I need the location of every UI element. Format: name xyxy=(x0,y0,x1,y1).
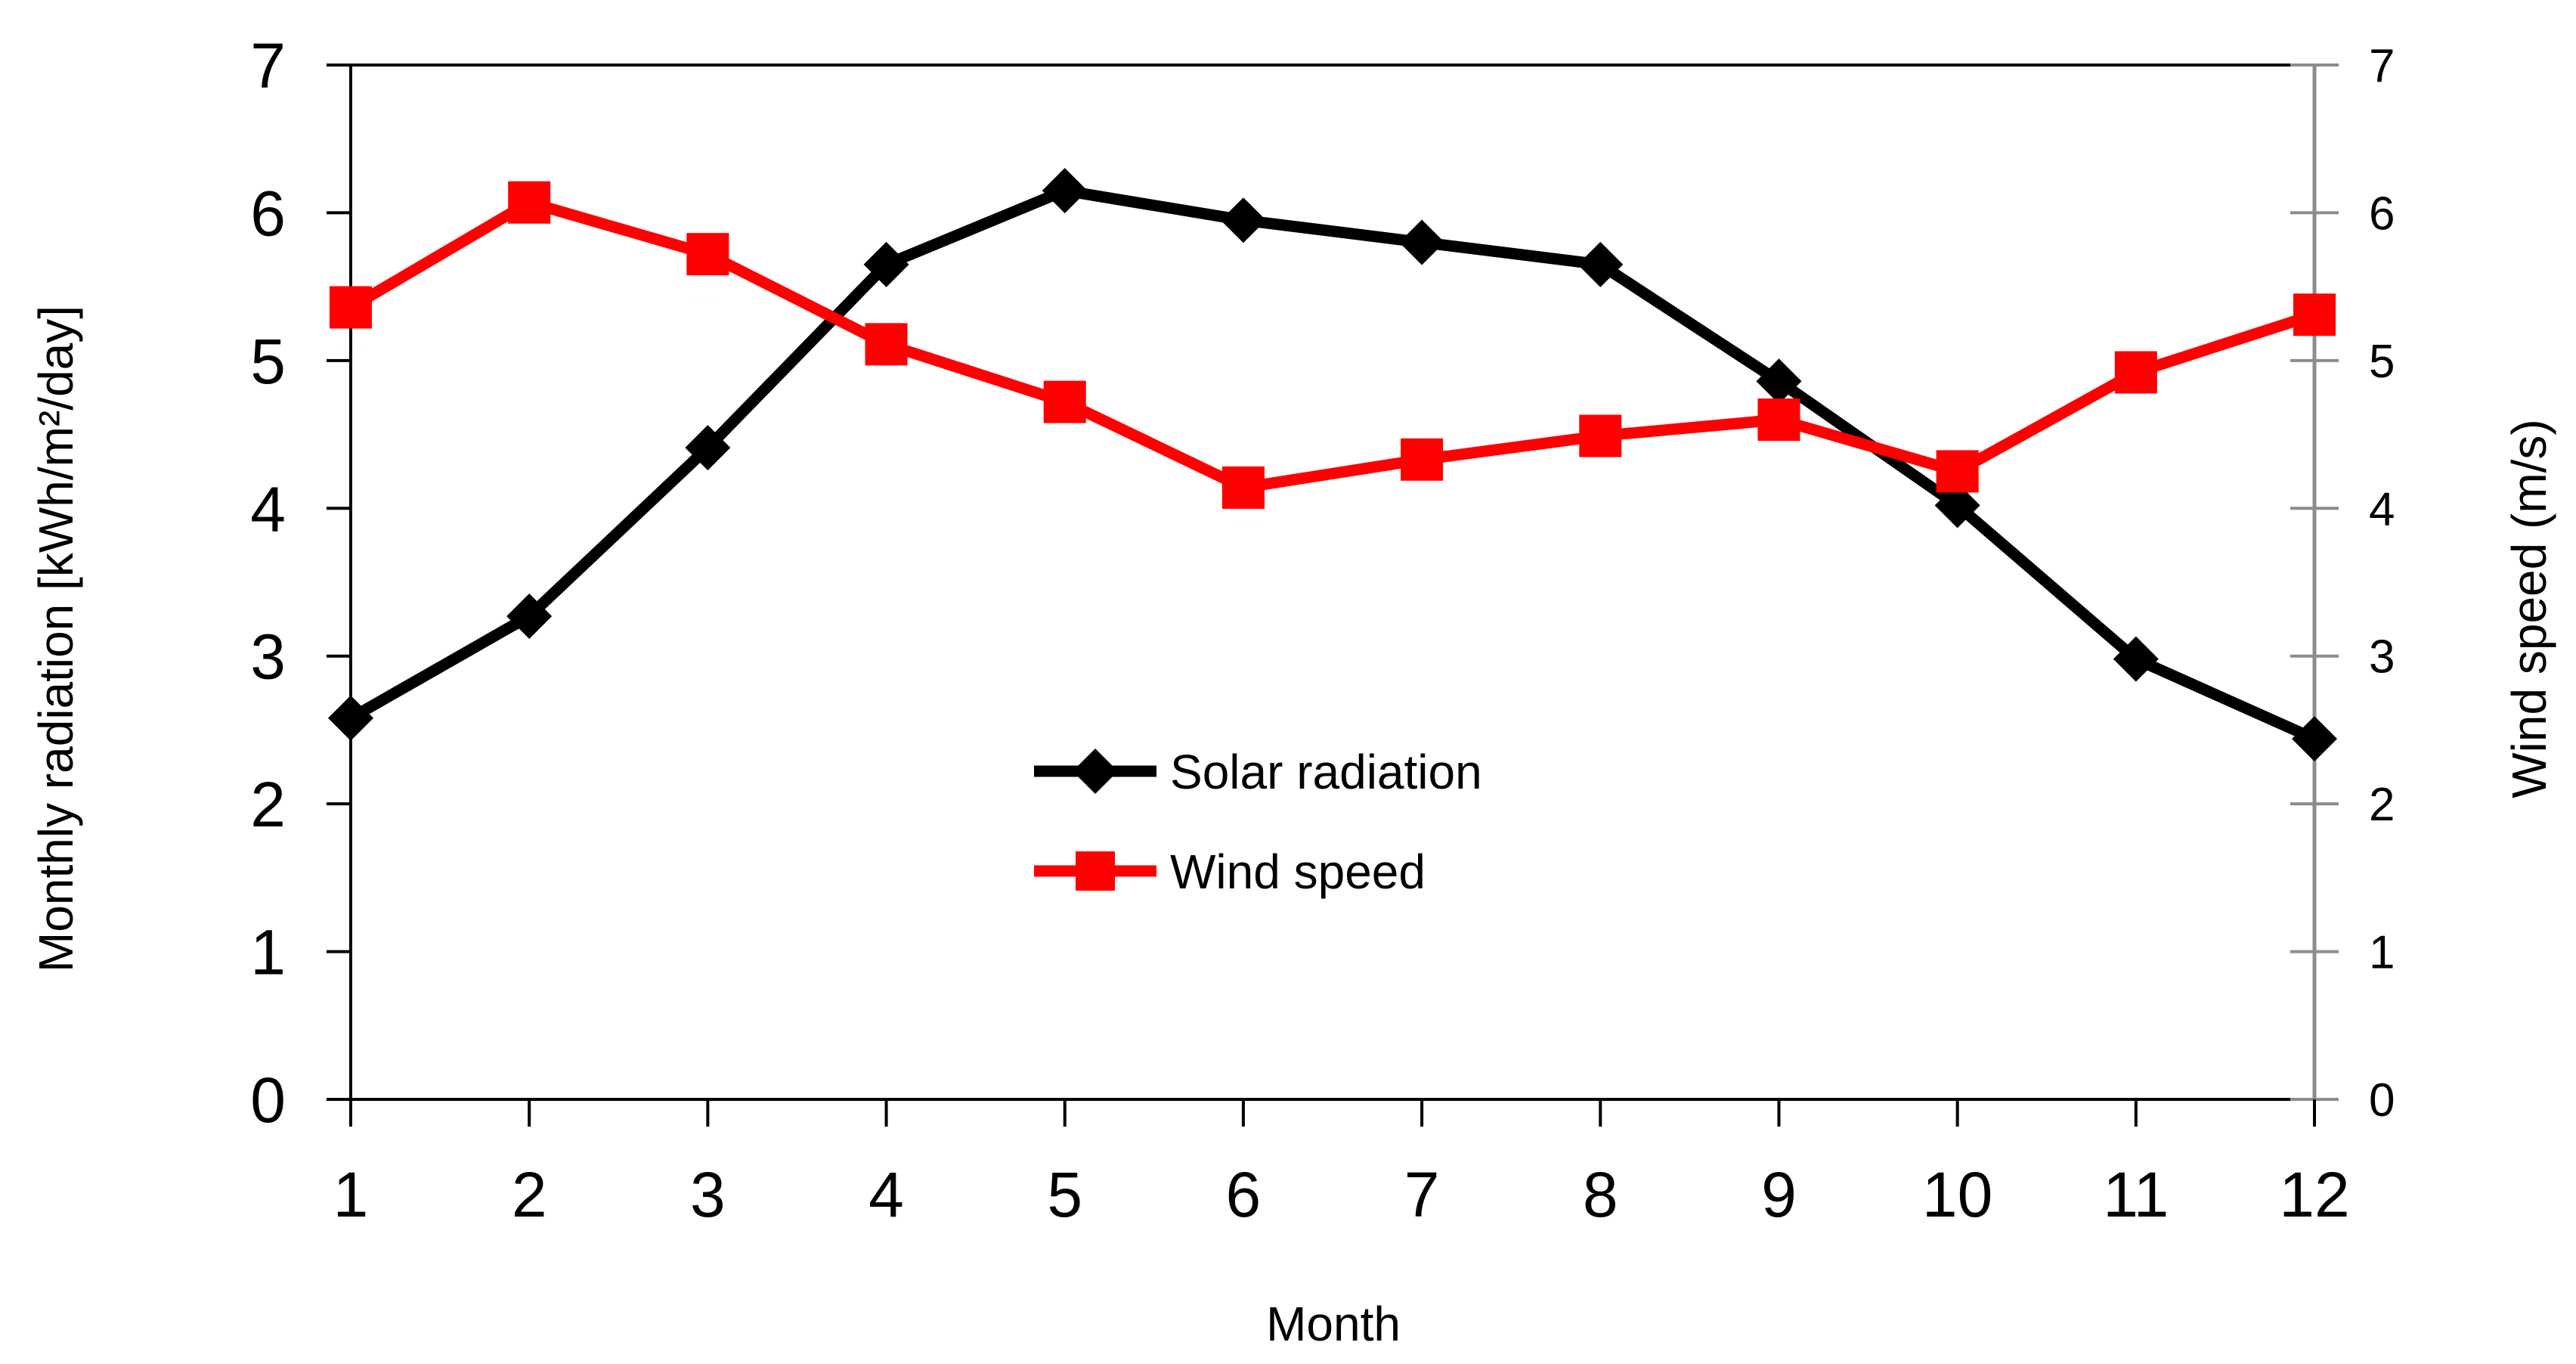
wind-speed-line xyxy=(348,197,2317,494)
right-axis-title: Wind speed (m/s) xyxy=(2502,419,2556,798)
left-tick-label: 3 xyxy=(250,622,286,693)
x-axis-title: Month xyxy=(1266,1297,1401,1351)
wind-speed-point xyxy=(1043,380,1086,423)
right-tick-label: 7 xyxy=(2369,40,2395,92)
x-tick-label: 6 xyxy=(1226,1159,1262,1230)
legend-wind-label: Wind speed xyxy=(1170,845,1426,899)
wind-speed-point xyxy=(2114,351,2157,394)
left-tick-label: 5 xyxy=(250,326,286,397)
legend: Solar radiation Wind speed xyxy=(1034,745,1482,899)
wind-speed-point xyxy=(1579,414,1622,457)
solar-radiation-line xyxy=(348,184,2317,745)
left-tick-label: 2 xyxy=(250,769,286,840)
x-tick-label: 8 xyxy=(1583,1159,1618,1230)
wind-speed-point xyxy=(2293,293,2336,336)
solar-radiation-point xyxy=(1042,168,1088,214)
solar-radiation-point xyxy=(506,593,553,639)
wind-speed-point xyxy=(330,286,372,329)
axes-group xyxy=(349,64,2317,1101)
series-markers xyxy=(328,168,2337,762)
right-tick-label: 2 xyxy=(2369,779,2395,831)
solar-radiation-point xyxy=(1577,241,1624,287)
left-tick-label: 6 xyxy=(250,178,286,249)
x-tick-label: 3 xyxy=(690,1159,726,1230)
right-tick-label: 4 xyxy=(2369,483,2395,535)
wind-speed-point xyxy=(1401,438,1444,481)
wind-speed-point xyxy=(686,233,729,276)
x-tick-label: 12 xyxy=(2279,1159,2349,1230)
solar-radiation-point xyxy=(1220,197,1266,243)
left-tick-label: 4 xyxy=(250,473,286,544)
right-tick-label: 0 xyxy=(2369,1074,2395,1127)
right-tick-label: 5 xyxy=(2369,336,2395,388)
right-tick-label: 1 xyxy=(2369,927,2395,979)
legend-wind-marker xyxy=(1076,851,1115,891)
wind-speed-point xyxy=(508,181,551,224)
x-tick-label: 5 xyxy=(1047,1159,1082,1230)
solar-radiation-point xyxy=(2292,716,2337,762)
x-axis-ticks: 1 2 3 4 5 6 7 8 9 10 11 12 xyxy=(333,1099,2350,1230)
right-axis-ticks: 0 1 2 3 4 5 6 7 xyxy=(2290,40,2395,1127)
right-tick-label: 3 xyxy=(2369,631,2395,684)
x-tick-label: 11 xyxy=(2103,1159,2169,1230)
left-axis-ticks: 0 1 2 3 4 5 6 7 xyxy=(250,30,351,1136)
x-tick-label: 9 xyxy=(1761,1159,1797,1230)
wind-speed-point xyxy=(865,323,908,366)
solar-radiation-point xyxy=(1399,219,1445,265)
left-tick-label: 0 xyxy=(250,1065,286,1136)
wind-speed-point xyxy=(1936,450,1979,493)
x-tick-label: 1 xyxy=(333,1159,369,1230)
series-lines xyxy=(348,184,2317,745)
right-tick-label: 6 xyxy=(2369,188,2395,240)
x-tick-label: 2 xyxy=(512,1159,547,1230)
solar-radiation-point xyxy=(1756,358,1802,405)
wind-speed-point xyxy=(1757,398,1800,442)
left-axis-title: Monthly radiation [kWh/m²/day] xyxy=(29,305,83,972)
x-tick-label: 10 xyxy=(1922,1159,1992,1230)
solar-radiation-point xyxy=(2113,636,2159,682)
left-tick-label: 7 xyxy=(250,30,286,101)
left-tick-label: 1 xyxy=(250,917,286,988)
solar-radiation-point xyxy=(328,695,373,741)
legend-solar-label: Solar radiation xyxy=(1170,745,1482,799)
solar-radiation-point xyxy=(1934,482,1980,529)
wind-speed-point xyxy=(1221,466,1265,509)
solar-radiation-point xyxy=(685,425,731,471)
x-tick-label: 7 xyxy=(1404,1159,1440,1230)
legend-solar-marker xyxy=(1073,749,1118,794)
x-tick-label: 4 xyxy=(868,1159,904,1230)
solar-radiation-point xyxy=(863,241,909,287)
